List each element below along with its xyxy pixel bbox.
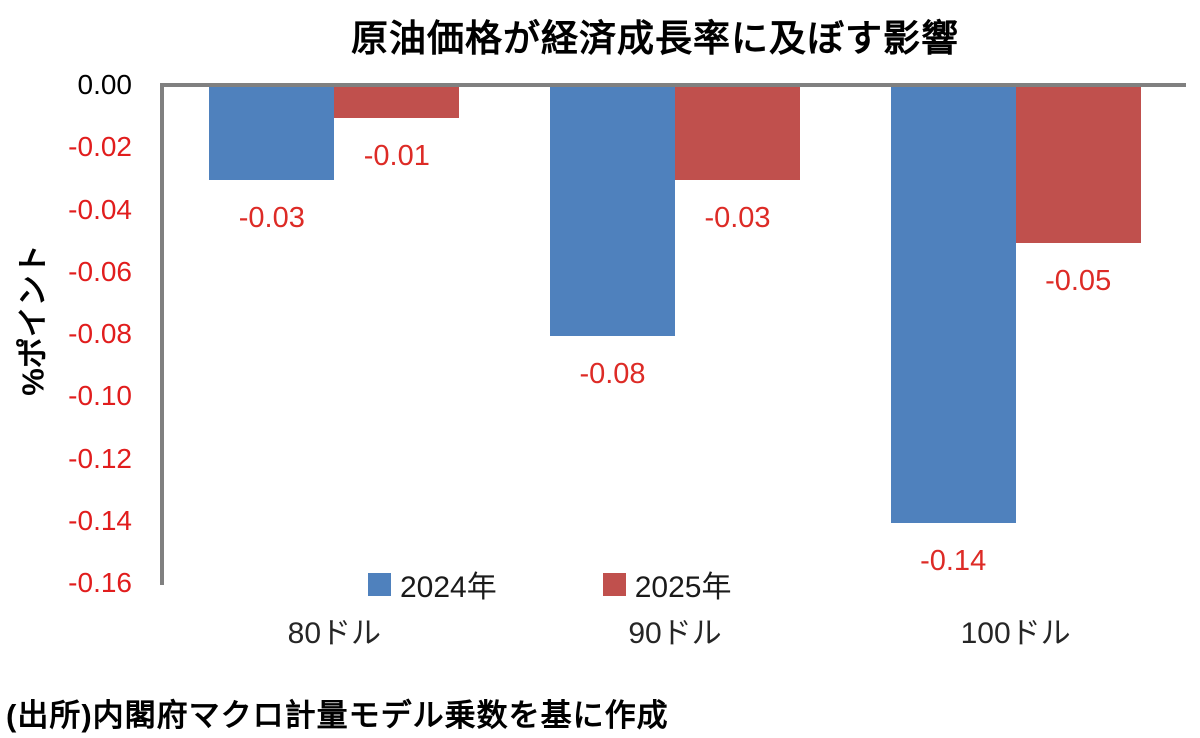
legend-item-2025年: 2025年 <box>602 562 732 606</box>
legend-swatch-icon <box>368 572 391 596</box>
x-category-label: 100ドル <box>960 617 1071 650</box>
bar-value-label: -0.03 <box>238 202 305 235</box>
bar-2024年-80ドル <box>209 87 335 181</box>
bar-value-label: -0.05 <box>1045 264 1112 297</box>
y-tick-label: -0.02 <box>68 131 132 163</box>
bar-2025年-90ドル <box>675 87 800 181</box>
bar-value-label: -0.14 <box>920 544 987 577</box>
y-tick-label: -0.06 <box>68 255 132 287</box>
y-tick-label: -0.08 <box>68 318 132 349</box>
bar-2024年-90ドル <box>550 87 675 336</box>
y-tick-label: -0.10 <box>68 380 132 412</box>
legend-label: 2025年 <box>634 571 732 604</box>
source-note: (出所)内閣府マクロ計量モデル乗数を基に作成 <box>6 698 669 733</box>
bar-2025年-100ドル <box>1015 87 1141 243</box>
bar-value-label: -0.08 <box>579 358 646 390</box>
bar-value-label: -0.01 <box>363 140 430 173</box>
x-category-label: 90ドル <box>628 617 722 650</box>
x-category-label: 80ドル <box>287 617 382 650</box>
plot-area <box>160 83 1186 585</box>
y-tick-label: -0.12 <box>68 442 132 474</box>
y-tick-label: 0.00 <box>77 69 133 100</box>
legend-label: 2024年 <box>400 571 497 604</box>
y-tick-label: -0.16 <box>68 567 132 598</box>
bar-value-label: -0.03 <box>704 202 771 235</box>
legend: 2024年 2025年 <box>368 562 732 606</box>
chart-title: 原油価格が経済成長率に及ぼす影響 <box>351 18 959 59</box>
y-tick-label: -0.14 <box>68 504 132 536</box>
legend-swatch-icon <box>602 572 626 596</box>
y-tick-label: -0.04 <box>68 193 132 225</box>
legend-item-2024年: 2024年 <box>368 562 497 606</box>
bar-2024年-100ドル <box>890 87 1016 523</box>
bar-2025年-80ドル <box>334 87 460 119</box>
